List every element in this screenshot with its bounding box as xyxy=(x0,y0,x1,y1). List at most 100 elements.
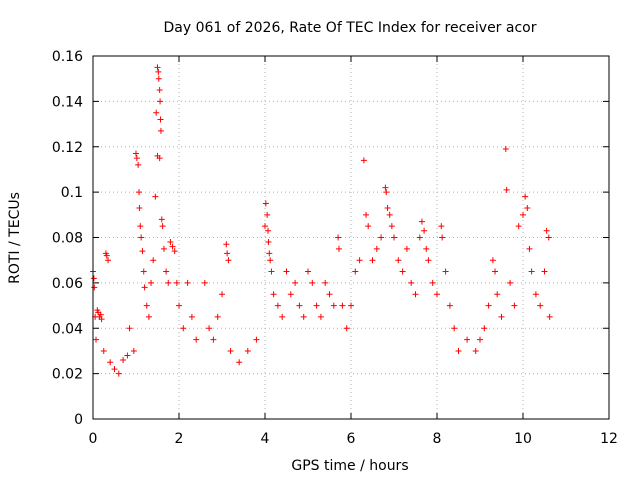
data-point xyxy=(155,75,162,82)
data-point xyxy=(455,347,462,354)
data-point xyxy=(388,223,395,230)
data-point xyxy=(184,279,191,286)
data-point xyxy=(296,302,303,309)
data-point xyxy=(421,227,428,234)
data-point xyxy=(143,302,150,309)
data-point xyxy=(524,205,531,212)
data-point xyxy=(464,336,471,343)
data-point xyxy=(103,252,110,259)
data-point xyxy=(335,234,342,241)
data-point xyxy=(120,357,127,364)
y-tick-label: 0.02 xyxy=(52,367,83,383)
x-tick-label: 12 xyxy=(600,431,618,447)
data-point xyxy=(244,347,251,354)
data-point xyxy=(378,234,385,241)
data-point xyxy=(418,218,425,225)
data-point xyxy=(158,216,165,223)
data-point xyxy=(264,211,271,218)
x-tick-labels: 0 2 4 6 8 10 12 xyxy=(89,431,618,447)
data-point xyxy=(395,257,402,264)
data-point xyxy=(201,279,208,286)
data-point xyxy=(171,248,178,255)
data-point xyxy=(416,234,423,241)
data-point xyxy=(412,291,419,298)
data-point xyxy=(150,257,157,264)
data-point xyxy=(434,291,440,298)
data-point xyxy=(224,250,231,257)
data-point xyxy=(98,316,105,323)
data-point xyxy=(169,243,176,250)
chart-title: Day 061 of 2026, Rate Of TEC Index for r… xyxy=(164,20,537,36)
data-point xyxy=(507,279,514,286)
y-tick-label: 0.06 xyxy=(52,276,83,292)
data-point xyxy=(210,336,217,343)
data-point xyxy=(287,291,294,298)
data-point xyxy=(157,116,164,123)
data-point xyxy=(522,193,529,200)
data-point xyxy=(537,302,544,309)
x-axis-title: GPS time / hours xyxy=(291,458,408,474)
data-point xyxy=(126,325,133,332)
data-point xyxy=(193,336,200,343)
x-tick-label: 6 xyxy=(347,431,356,447)
data-point xyxy=(137,223,144,230)
data-point xyxy=(274,302,281,309)
data-point xyxy=(363,211,370,218)
data-point xyxy=(442,268,449,275)
data-point xyxy=(262,223,268,230)
y-tick-label: 0.16 xyxy=(52,49,83,65)
data-point xyxy=(399,268,406,275)
data-point xyxy=(159,223,166,230)
data-point xyxy=(541,268,548,275)
data-point xyxy=(494,291,501,298)
data-point xyxy=(546,313,553,320)
x-tick-label: 0 xyxy=(89,431,98,447)
y-tick-label: 0.1 xyxy=(61,185,83,201)
data-point xyxy=(265,239,272,246)
data-point xyxy=(91,284,98,291)
data-point xyxy=(90,275,97,282)
data-point xyxy=(279,313,286,320)
data-point xyxy=(403,245,410,252)
data-point xyxy=(100,347,107,354)
x-tick-label: 10 xyxy=(514,431,532,447)
x-tick-label: 8 xyxy=(433,431,442,447)
y-tick-label: 0.08 xyxy=(52,231,83,247)
data-point xyxy=(305,268,311,275)
data-point xyxy=(330,302,337,309)
grid xyxy=(93,56,609,419)
data-point xyxy=(384,205,391,212)
data-point xyxy=(343,325,350,332)
data-point xyxy=(356,257,363,264)
data-point xyxy=(227,347,234,354)
data-point xyxy=(167,239,174,246)
data-point xyxy=(439,234,446,241)
data-point xyxy=(268,268,275,275)
data-point xyxy=(446,302,453,309)
y-tick-labels: 0 0.02 0.04 0.06 0.08 0.1 0.12 0.14 0.16 xyxy=(52,49,83,428)
data-point xyxy=(154,64,161,71)
data-points xyxy=(90,64,553,377)
data-point xyxy=(300,313,307,320)
data-point xyxy=(156,87,163,94)
data-point xyxy=(157,127,164,134)
data-point xyxy=(206,325,213,332)
data-point xyxy=(165,279,172,286)
data-point xyxy=(429,279,436,286)
data-point xyxy=(153,109,160,116)
data-point xyxy=(141,284,148,291)
data-point xyxy=(360,157,367,164)
data-point xyxy=(348,302,354,309)
data-point xyxy=(135,161,142,168)
y-tick-label: 0.12 xyxy=(52,140,83,156)
data-point xyxy=(292,279,299,286)
data-point xyxy=(498,313,505,320)
data-point xyxy=(115,370,122,377)
data-point xyxy=(511,302,518,309)
data-point xyxy=(382,184,389,191)
data-point xyxy=(481,325,488,332)
data-point xyxy=(223,241,230,248)
data-point xyxy=(492,268,499,275)
data-point xyxy=(515,223,522,230)
data-point xyxy=(136,189,143,196)
